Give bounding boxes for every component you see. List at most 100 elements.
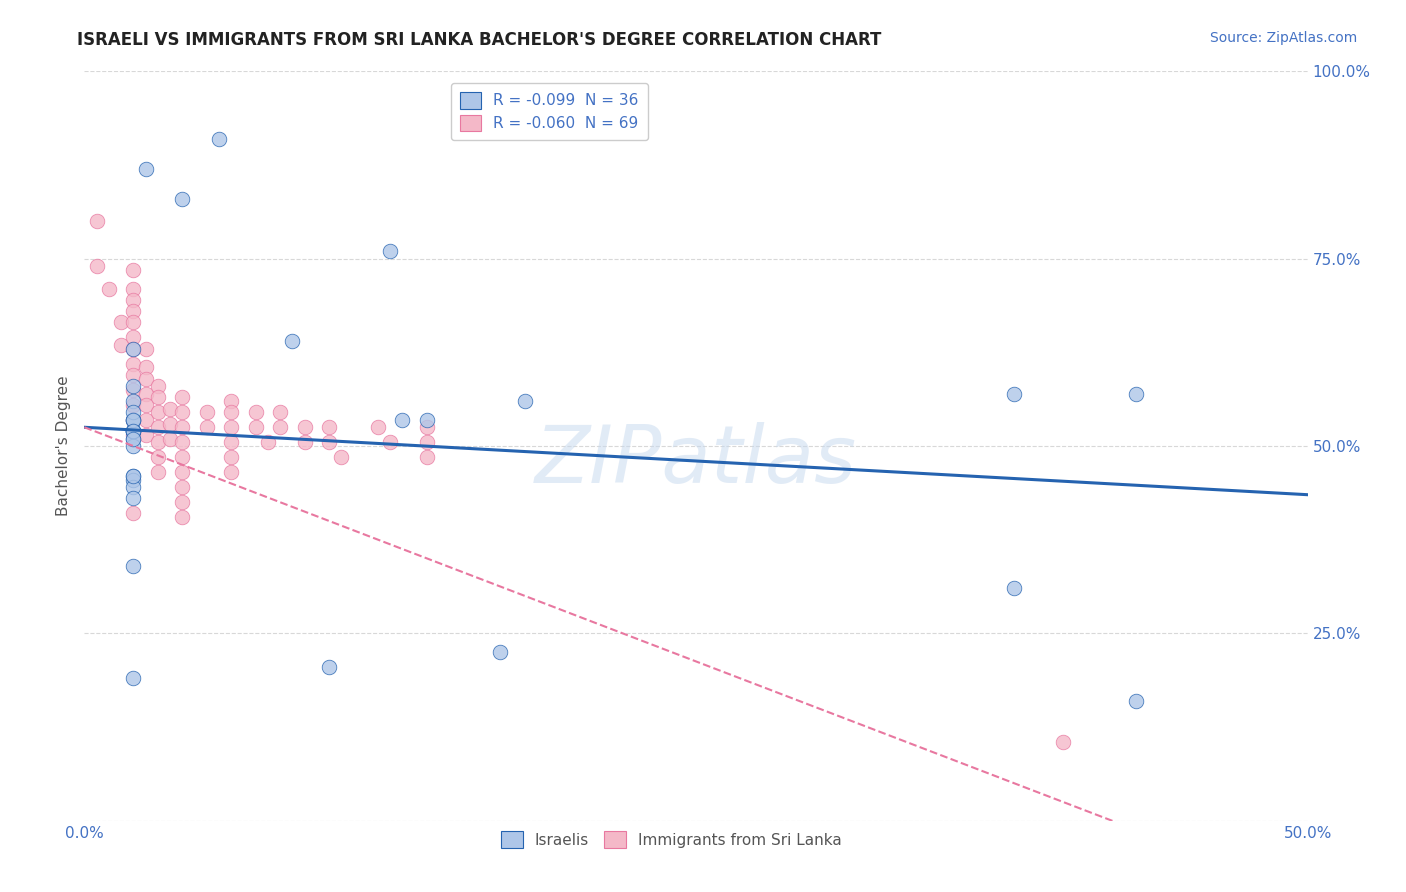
Point <box>146 450 169 465</box>
Point <box>367 420 389 434</box>
Point <box>1125 386 1147 401</box>
Point <box>122 413 145 427</box>
Point <box>380 244 402 259</box>
Point <box>318 435 340 450</box>
Point <box>172 465 194 479</box>
Point <box>122 263 145 277</box>
Point <box>257 435 280 450</box>
Point <box>122 427 145 442</box>
Point <box>122 379 145 393</box>
Point <box>294 435 316 450</box>
Point <box>146 420 169 434</box>
Point <box>122 413 145 427</box>
Point <box>159 401 181 416</box>
Point <box>380 435 402 450</box>
Point <box>135 386 157 401</box>
Point <box>122 424 145 438</box>
Point <box>122 394 145 409</box>
Legend: Israelis, Immigrants from Sri Lanka: Israelis, Immigrants from Sri Lanka <box>495 825 848 855</box>
Point <box>195 420 218 434</box>
Point <box>122 439 145 453</box>
Point <box>146 405 169 419</box>
Y-axis label: Bachelor's Degree: Bachelor's Degree <box>56 376 72 516</box>
Point <box>159 417 181 431</box>
Point <box>1002 582 1025 596</box>
Point <box>122 469 145 483</box>
Point <box>122 424 145 438</box>
Text: ZIPatlas: ZIPatlas <box>534 422 858 500</box>
Point <box>513 394 536 409</box>
Point <box>122 424 145 438</box>
Point <box>122 558 145 573</box>
Point <box>208 132 231 146</box>
Point <box>122 342 145 356</box>
Point <box>416 420 439 434</box>
Point <box>122 424 145 438</box>
Point <box>122 432 145 446</box>
Point <box>122 383 145 397</box>
Point <box>159 432 181 446</box>
Point <box>122 491 145 506</box>
Point <box>245 420 267 434</box>
Point <box>122 432 145 446</box>
Point <box>294 420 316 434</box>
Point <box>122 398 145 412</box>
Point <box>195 405 218 419</box>
Point <box>318 420 340 434</box>
Point <box>172 495 194 509</box>
Point <box>1052 735 1074 749</box>
Point <box>135 427 157 442</box>
Point <box>172 435 194 450</box>
Point <box>122 413 145 427</box>
Point <box>135 413 157 427</box>
Point <box>172 510 194 524</box>
Point <box>135 342 157 356</box>
Point <box>122 368 145 382</box>
Point <box>146 390 169 404</box>
Point <box>122 469 145 483</box>
Point <box>269 420 291 434</box>
Point <box>110 338 132 352</box>
Point <box>391 413 413 427</box>
Point <box>122 315 145 329</box>
Point <box>122 413 145 427</box>
Point <box>86 259 108 273</box>
Point <box>146 465 169 479</box>
Point <box>122 342 145 356</box>
Point <box>172 450 194 465</box>
Point <box>219 450 242 465</box>
Point <box>135 398 157 412</box>
Point <box>330 450 353 465</box>
Point <box>281 334 304 348</box>
Text: ISRAELI VS IMMIGRANTS FROM SRI LANKA BACHELOR'S DEGREE CORRELATION CHART: ISRAELI VS IMMIGRANTS FROM SRI LANKA BAC… <box>77 31 882 49</box>
Point <box>135 161 157 176</box>
Point <box>219 420 242 434</box>
Point <box>97 282 120 296</box>
Point <box>122 357 145 371</box>
Text: Source: ZipAtlas.com: Source: ZipAtlas.com <box>1209 31 1357 45</box>
Point <box>219 405 242 419</box>
Point <box>146 379 169 393</box>
Point <box>416 413 439 427</box>
Point <box>146 435 169 450</box>
Point <box>110 315 132 329</box>
Point <box>86 214 108 228</box>
Point <box>245 405 267 419</box>
Point <box>122 480 145 494</box>
Point <box>122 671 145 685</box>
Point <box>172 390 194 404</box>
Point <box>122 473 145 487</box>
Point <box>269 405 291 419</box>
Point <box>135 371 157 385</box>
Point <box>416 450 439 465</box>
Point <box>1125 694 1147 708</box>
Point <box>489 645 512 659</box>
Point <box>172 480 194 494</box>
Point <box>416 435 439 450</box>
Point <box>219 435 242 450</box>
Point <box>122 424 145 438</box>
Point <box>122 282 145 296</box>
Point <box>219 465 242 479</box>
Point <box>172 405 194 419</box>
Point <box>122 405 145 419</box>
